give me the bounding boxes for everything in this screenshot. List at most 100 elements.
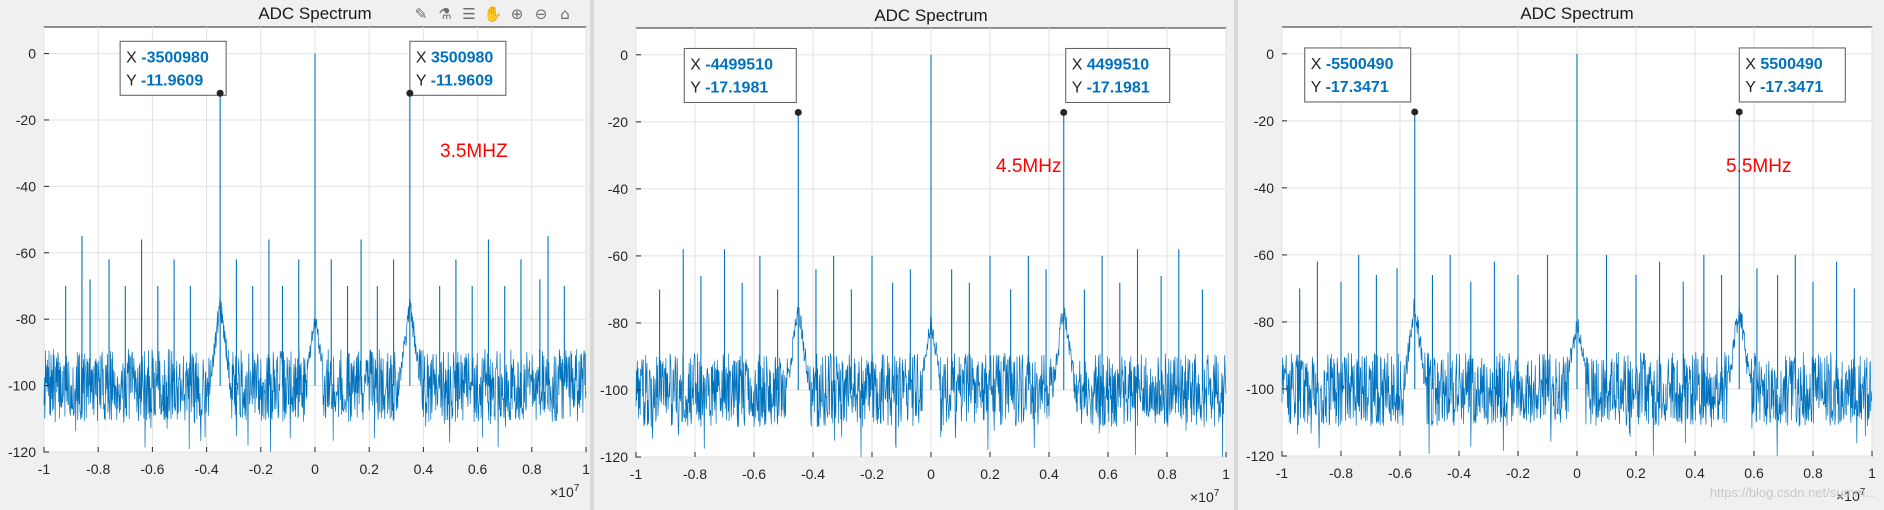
axes-toolbar: ✎ ⚗ ☰ ✋ ⊕ ⊖ ⌂	[410, 3, 576, 25]
datatip-marker[interactable]	[1411, 108, 1419, 116]
datatip-y: Y -17.1981	[690, 79, 768, 96]
x-tick-label: 1	[1222, 466, 1230, 482]
spectrum-chart-2[interactable]: -1 -0.8 -0.6 -0.4 -0.2 0 0.2 0.4 0.6 0.8 1 0 -20 -40 -…	[594, 0, 1234, 510]
figure-panel-3: -1 -0.8 -0.6 -0.4 -0.2 0 0.2 0.4 0.6 0.8 1 0 -20 -40 -…	[1238, 0, 1884, 510]
x-tick-label: 0.8	[1803, 465, 1823, 481]
y-tick-label: -100	[1246, 381, 1274, 397]
datatip-x: X 5500490	[1745, 56, 1823, 73]
chart-title: ADC Spectrum	[874, 6, 987, 25]
datatip-marker[interactable]	[216, 89, 224, 97]
y-tick-label: -40	[1254, 180, 1274, 196]
y-tick-label: -40	[16, 178, 36, 194]
x-tick-label: -1	[630, 466, 643, 482]
datatip-y: Y -17.3471	[1311, 79, 1389, 96]
y-tick-label: -80	[608, 315, 628, 331]
datatip-box[interactable]	[683, 47, 797, 103]
datatip-box[interactable]	[1065, 47, 1171, 103]
y-tick-label: -20	[608, 114, 628, 130]
x-tick-label: -0.8	[86, 461, 110, 477]
panel-divider	[1234, 0, 1238, 510]
x-tick-label: -0.8	[1329, 465, 1353, 481]
datatip-icon[interactable]: ☰	[462, 5, 476, 23]
y-tick-label: -80	[16, 311, 36, 327]
x-tick-label: 0.8	[1157, 466, 1177, 482]
zoom-out-icon[interactable]: ⊖	[534, 5, 548, 23]
y-tick-label: -120	[8, 444, 36, 460]
frequency-annotation: 5.5MHz	[1726, 156, 1791, 177]
datatip-x: X -4499510	[690, 56, 773, 73]
datatip-x: X -3500980	[126, 49, 209, 66]
x-tick-label: -0.4	[195, 461, 219, 477]
y-tick-label: 0	[1266, 46, 1274, 62]
y-tick-label: -20	[16, 112, 36, 128]
pan-icon[interactable]: ✋	[483, 5, 503, 23]
figure-panel-1: -1 -0.8 -0.6 -0.4 -0.2 0 0.2 0.4 0.6 0.8 1 0 -20 -40 -…	[0, 0, 590, 510]
home-icon[interactable]: ⌂	[560, 5, 570, 23]
x-tick-label: -1	[1276, 465, 1289, 481]
y-tick-label: 0	[620, 47, 628, 63]
x-exponent-label: ×107	[1190, 488, 1220, 505]
x-exponent-label: ×107	[1836, 487, 1866, 504]
datatip-y: Y -17.1981	[1072, 79, 1150, 96]
watermark-text: https://blog.csdn.net/summ...	[1709, 485, 1876, 500]
x-tick-label: -0.2	[1506, 465, 1530, 481]
datatip-x: X 4499510	[1072, 56, 1150, 73]
x-tick-label: 0.6	[1098, 466, 1118, 482]
y-tick-label: -60	[1254, 247, 1274, 263]
chart-title: ADC Spectrum	[1520, 4, 1633, 23]
datatip-y: Y -17.3471	[1745, 79, 1823, 96]
x-tick-label: -0.2	[249, 461, 273, 477]
datatip-y: Y -11.9609	[416, 72, 493, 89]
datatip-marker[interactable]	[1060, 108, 1068, 116]
y-tick-label: -20	[1254, 113, 1274, 129]
x-tick-label: -0.4	[1447, 465, 1471, 481]
x-tick-label: 0.6	[1744, 465, 1764, 481]
datatip-marker[interactable]	[406, 89, 414, 97]
y-tick-label: -100	[8, 378, 36, 394]
y-tick-label: -60	[16, 245, 36, 261]
y-tick-label: -100	[600, 382, 628, 398]
datatip-box[interactable]	[119, 40, 227, 96]
datatip-x: X -5500490	[1311, 56, 1394, 73]
x-tick-label: 0.4	[1039, 466, 1059, 482]
x-tick-label: -0.6	[742, 466, 766, 482]
x-tick-label: 0.6	[468, 461, 488, 477]
x-tick-label: 0.4	[1685, 465, 1705, 481]
spectrum-chart-3[interactable]: -1 -0.8 -0.6 -0.4 -0.2 0 0.2 0.4 0.6 0.8 1 0 -20 -40 -…	[1238, 0, 1884, 510]
brush-icon[interactable]: ✎	[414, 5, 428, 23]
x-tick-label: 0	[1573, 465, 1581, 481]
chart-title: ADC Spectrum	[258, 4, 371, 23]
x-tick-label: -1	[38, 461, 51, 477]
legend-icon[interactable]: ⚗	[438, 5, 452, 23]
y-tick-label: -60	[608, 248, 628, 264]
x-tick-label: -0.6	[1388, 465, 1412, 481]
datatip-marker[interactable]	[794, 108, 802, 116]
y-tick-label: 0	[28, 46, 36, 62]
datatip-x: X 3500980	[416, 49, 494, 66]
x-tick-label: 0.2	[1626, 465, 1646, 481]
figure-panel-2: -1 -0.8 -0.6 -0.4 -0.2 0 0.2 0.4 0.6 0.8 1 0 -20 -40 -…	[594, 0, 1234, 510]
x-exponent-label: ×107	[550, 483, 580, 500]
frequency-annotation: 4.5MHz	[996, 156, 1061, 177]
x-tick-label: -0.2	[860, 466, 884, 482]
x-tick-label: 1	[582, 461, 590, 477]
x-tick-label: 1	[1868, 465, 1876, 481]
datatip-marker[interactable]	[1735, 108, 1743, 116]
x-tick-label: -0.8	[683, 466, 707, 482]
x-tick-label: 0.2	[359, 461, 379, 477]
datatip-box[interactable]	[1304, 47, 1412, 103]
y-tick-label: -40	[608, 181, 628, 197]
datatip-box[interactable]	[1738, 47, 1846, 103]
spectrum-chart-1[interactable]: -1 -0.8 -0.6 -0.4 -0.2 0 0.2 0.4 0.6 0.8 1 0 -20 -40 -…	[0, 0, 590, 510]
y-tick-label: -80	[1254, 314, 1274, 330]
x-tick-label: 0	[927, 466, 935, 482]
frequency-annotation: 3.5MHZ	[440, 141, 508, 162]
zoom-in-icon[interactable]: ⊕	[510, 5, 524, 23]
x-tick-label: 0	[311, 461, 319, 477]
x-tick-label: 0.4	[414, 461, 434, 477]
x-tick-label: 0.2	[980, 466, 1000, 482]
datatip-box[interactable]	[409, 40, 507, 96]
y-tick-label: -120	[600, 449, 628, 465]
x-tick-label: 0.8	[522, 461, 542, 477]
panel-divider	[590, 0, 594, 510]
